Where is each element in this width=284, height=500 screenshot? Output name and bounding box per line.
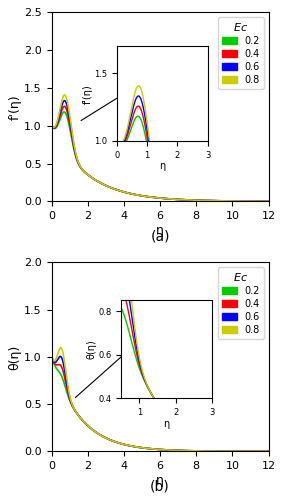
X-axis label: η: η (156, 224, 164, 237)
Y-axis label: θ(η): θ(η) (8, 344, 21, 370)
Legend: 0.2, 0.4, 0.6, 0.8: 0.2, 0.4, 0.6, 0.8 (218, 17, 264, 88)
X-axis label: η: η (156, 474, 164, 487)
Legend: 0.2, 0.4, 0.6, 0.8: 0.2, 0.4, 0.6, 0.8 (218, 267, 264, 338)
Text: (a): (a) (150, 230, 170, 244)
Y-axis label: f'(η): f'(η) (8, 94, 21, 120)
Text: (b): (b) (150, 480, 170, 494)
